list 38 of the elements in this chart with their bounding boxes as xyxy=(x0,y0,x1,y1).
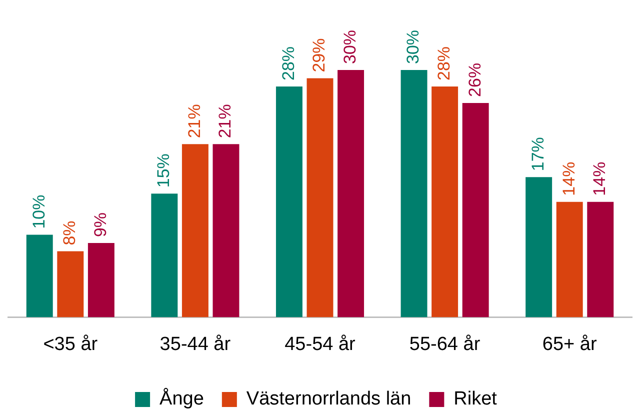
x-tick-label: 45-54 år xyxy=(284,334,356,355)
data-label: 30% xyxy=(340,30,360,64)
legend-label: Riket xyxy=(454,388,498,410)
data-label: 28% xyxy=(278,46,298,80)
data-label: 8% xyxy=(60,220,80,246)
legend-label: Västernorrlands län xyxy=(246,388,412,410)
x-tick-label: 55-64 år xyxy=(409,334,481,355)
bar xyxy=(57,251,84,318)
bar xyxy=(276,86,302,318)
bar xyxy=(587,202,614,318)
bar xyxy=(212,144,240,318)
data-label: 9% xyxy=(90,212,110,238)
bar xyxy=(151,194,178,318)
bar xyxy=(338,70,364,318)
bar xyxy=(306,78,334,318)
bar xyxy=(400,70,428,318)
x-tick-label: <35 år xyxy=(43,334,98,355)
data-label: 28% xyxy=(434,46,454,80)
bar xyxy=(432,86,458,318)
bar xyxy=(462,102,489,318)
bar xyxy=(556,202,583,318)
data-label: 14% xyxy=(559,162,578,196)
data-label: 10% xyxy=(29,194,48,229)
bar xyxy=(526,177,552,318)
bar xyxy=(182,144,208,318)
data-label: 15% xyxy=(154,154,174,188)
data-label: 17% xyxy=(528,137,548,172)
data-label: 14% xyxy=(590,162,610,196)
x-tick-label: 35-44 år xyxy=(160,334,232,355)
bar xyxy=(26,234,53,318)
data-label: 21% xyxy=(216,104,235,138)
data-label: 21% xyxy=(184,104,204,138)
data-label: 26% xyxy=(465,62,484,97)
legend-label: Ånge xyxy=(160,388,204,410)
data-label: 29% xyxy=(310,38,329,72)
data-label: 30% xyxy=(404,30,423,64)
bar xyxy=(88,243,114,318)
x-tick-label: 65+ år xyxy=(542,334,598,355)
